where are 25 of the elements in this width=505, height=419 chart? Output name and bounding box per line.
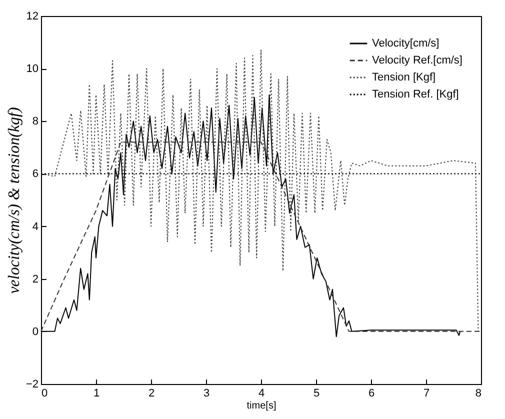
legend-label: Velocity Ref.[cm/s] [372, 54, 462, 66]
y-tick-label: −2 [26, 378, 38, 390]
x-tick-label: 0 [42, 388, 48, 400]
x-tick-label: 3 [203, 388, 210, 400]
x-tick-label: 5 [313, 388, 320, 400]
line-series [40, 50, 479, 332]
line-series [40, 142, 482, 332]
x-axis-title: time[s] [246, 400, 276, 412]
x-tick-label: 6 [368, 388, 375, 400]
legend-label: Tension Ref. [Kgf] [372, 88, 459, 100]
legend-label: Tension [Kgf] [372, 72, 436, 84]
x-tick-label: 2 [148, 388, 155, 400]
y-tick-label: 8 [32, 116, 38, 128]
y-tick-label: 2 [32, 273, 38, 286]
y-tick-label: 12 [26, 10, 38, 22]
y-tick-label: 4 [32, 220, 38, 233]
x-tick-label: 4 [258, 388, 265, 400]
y-axis-title: velocity(cm/s) & tension(kgf) [6, 107, 23, 294]
x-tick-label: 8 [475, 388, 482, 400]
x-tick-label: 1 [93, 388, 100, 400]
legend-label: Velocity[cm/s] [372, 38, 440, 50]
y-tick-label: 10 [26, 63, 38, 76]
y-tick-label: 6 [32, 168, 38, 180]
y-tick-label: 0 [32, 326, 38, 338]
x-tick-label: 7 [423, 388, 430, 400]
